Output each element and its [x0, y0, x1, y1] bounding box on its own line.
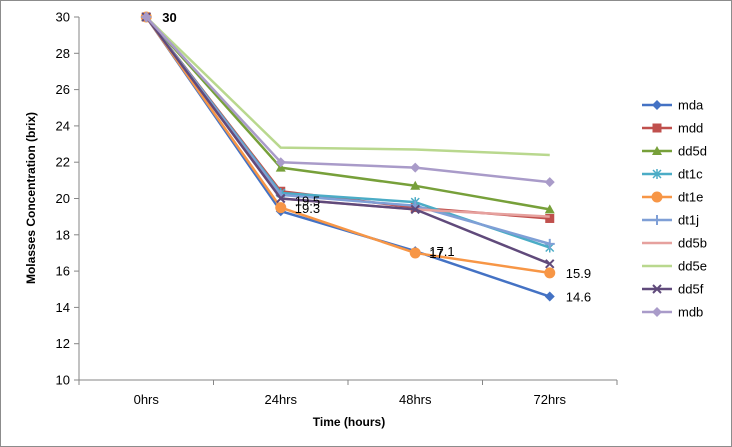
data-point-dd5f	[410, 204, 420, 215]
legend-label: mdd	[678, 121, 703, 136]
data-label: 19.5	[295, 194, 320, 209]
data-point-dd5d	[410, 180, 421, 190]
data-point-dt1e	[275, 202, 287, 214]
legend-label: dd5b	[678, 236, 707, 251]
data-point-dt1j	[544, 238, 555, 249]
x-tick-label: 0hrs	[134, 392, 160, 407]
series-line-dt1e	[145, 16, 550, 275]
legend-label: mdb	[678, 305, 703, 320]
series-mdd	[141, 12, 555, 223]
data-point-mdb	[410, 162, 421, 173]
data-point-dt1e	[409, 247, 421, 259]
legend-item-mdd: mdd	[642, 121, 703, 136]
data-label: 30	[162, 10, 176, 25]
series-group	[140, 11, 556, 302]
legend-item-dd5d: dd5d	[642, 144, 707, 159]
y-tick-label: 16	[56, 264, 70, 279]
y-tick-label: 30	[56, 10, 70, 25]
legend-marker	[652, 100, 662, 110]
series-dd5b	[145, 16, 550, 218]
legend-marker	[652, 307, 662, 317]
legend-item-dt1c: dt1c	[642, 167, 703, 182]
series-dd5d	[141, 12, 555, 214]
series-line-mdd	[145, 16, 550, 220]
data-label: 15.9	[566, 266, 591, 281]
data-point-mda	[544, 291, 555, 302]
x-tick-label: 72hrs	[533, 392, 566, 407]
series-line-dd5e	[145, 16, 550, 157]
legend-marker	[652, 284, 662, 294]
y-tick-label: 26	[56, 82, 70, 97]
x-tick-label: 24hrs	[264, 392, 297, 407]
legend-marker	[651, 191, 663, 203]
y-tick-label: 22	[56, 155, 70, 170]
y-tick-label: 12	[56, 336, 70, 351]
data-point-dd5f	[545, 259, 555, 269]
y-axis-ticks: 10 12 14 16 18 20 22 24 26 28 30	[56, 10, 79, 388]
legend-label: dt1e	[678, 190, 703, 205]
legend-item-dt1e: dt1e	[642, 190, 703, 205]
y-axis-title: Molasses Concentration (brix)	[24, 112, 38, 284]
series-line-dd5f	[145, 16, 551, 265]
legend-label: dt1c	[678, 167, 703, 182]
y-tick-label: 18	[56, 227, 70, 242]
legend-item-mdb: mdb	[642, 305, 703, 320]
data-point-mdb	[141, 12, 152, 22]
series-mdb	[141, 12, 555, 188]
series-line-mdb	[145, 16, 550, 184]
data-point-dd5d	[544, 204, 555, 214]
data-point-mdb	[544, 177, 555, 188]
legend-item-mda: mda	[642, 98, 704, 113]
data-label: 17	[429, 246, 443, 261]
legend-label: dd5e	[678, 259, 707, 274]
legend-item-dd5f: dd5f	[642, 282, 704, 297]
series-line-dd5d	[145, 16, 550, 211]
y-tick-label: 24	[56, 118, 70, 133]
x-axis-ticks: 0hrs 24hrs 48hrs 72hrs	[78, 380, 618, 407]
legend-marker	[652, 146, 662, 155]
series-dt1e	[140, 11, 556, 279]
series-mda	[141, 12, 555, 302]
legend-marker	[652, 169, 662, 179]
series-line-dd5b	[145, 16, 550, 218]
legend-marker	[652, 215, 662, 225]
data-label: 19.3	[295, 201, 320, 216]
y-tick-label: 20	[56, 191, 70, 206]
legend-item-dd5b: dd5b	[642, 236, 707, 251]
legend-label: dd5f	[678, 282, 704, 297]
series-line-dt1j	[145, 16, 551, 246]
legend-marker	[652, 123, 662, 133]
legend-label: dd5d	[678, 144, 707, 159]
data-point-dt1e	[544, 267, 556, 279]
y-tick-label: 14	[56, 300, 70, 315]
data-point-mdb	[275, 157, 286, 168]
series-line-mda	[145, 16, 551, 298]
data-point-dd5f	[276, 193, 286, 204]
series-dd5f	[141, 12, 555, 269]
series-dd5e	[145, 16, 550, 157]
y-tick-label: 10	[56, 373, 70, 388]
x-axis-title: Time (hours)	[313, 415, 385, 429]
legend-label: dt1j	[678, 213, 699, 228]
y-tick-label: 28	[56, 46, 70, 61]
data-label: 14.6	[566, 290, 591, 305]
data-point-mdd	[545, 213, 555, 223]
legend-item-dt1j: dt1j	[642, 213, 699, 228]
legend: mda mdd dd5d dt1c dt1e dt1j dd5b dd5e dd5f mdb	[642, 98, 707, 320]
legend-item-dd5e: dd5e	[642, 259, 707, 274]
x-tick-label: 48hrs	[399, 392, 432, 407]
series-dt1c	[141, 12, 555, 253]
data-label: 17.1	[429, 244, 454, 259]
legend-label: mda	[678, 98, 704, 113]
